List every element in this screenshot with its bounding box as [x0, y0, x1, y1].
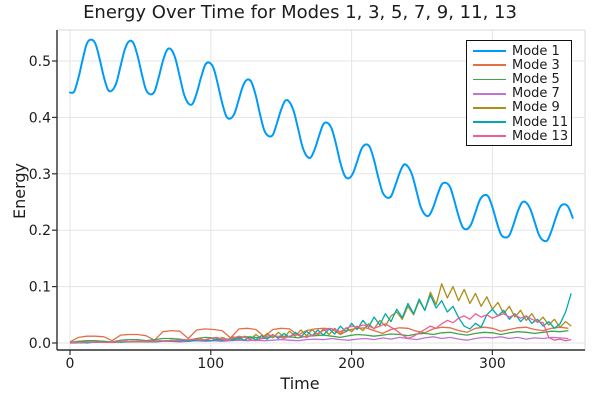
y-tick-label: 0.4 [29, 110, 51, 126]
series-line-mode-13 [69, 313, 572, 344]
legend-line-sample [473, 92, 506, 95]
y-tick-label: 0.0 [29, 336, 51, 352]
legend-entry-mode-9: Mode 9 [473, 101, 571, 115]
legend-entry-label: Mode 3 [512, 57, 560, 73]
legend-entry-mode-3: Mode 3 [473, 58, 571, 72]
legend-entry-mode-1: Mode 1 [473, 44, 571, 58]
legend-line-sample [473, 107, 506, 109]
legend-entry-label: Mode 9 [512, 100, 560, 116]
legend-entry-label: Mode 13 [512, 128, 569, 144]
legend-line-sample [473, 121, 506, 123]
legend: Mode 1 Mode 3 Mode 5 Mode 7 Mode 9 Mode 11 Mod… [466, 40, 572, 146]
legend-entry-mode-11: Mode 11 [473, 115, 571, 129]
legend-entry-mode-13: Mode 13 [473, 129, 571, 143]
series-line-mode-1 [69, 38, 574, 243]
x-axis-label: Time [280, 374, 320, 393]
x-tick-label: 100 [197, 356, 224, 372]
legend-entry-mode-5: Mode 5 [473, 72, 571, 86]
y-tick-label: 0.5 [29, 54, 51, 70]
legend-entry-label: Mode 5 [512, 71, 560, 87]
x-tick-label: 0 [66, 356, 75, 372]
plot-title: Energy Over Time for Modes 1, 3, 5, 7, 9… [83, 2, 517, 23]
y-axis-label: Energy [10, 163, 29, 220]
legend-line-sample [473, 50, 506, 52]
legend-entry-label: Mode 11 [512, 114, 569, 130]
y-tick-label: 0.2 [29, 223, 51, 239]
legend-entry-mode-7: Mode 7 [473, 87, 571, 101]
x-tick-label: 300 [479, 356, 506, 372]
legend-entry-label: Mode 7 [512, 86, 560, 102]
legend-line-sample [473, 78, 506, 81]
legend-entry-label: Mode 1 [512, 43, 560, 59]
x-tick-label: 200 [338, 356, 365, 372]
legend-line-sample [473, 64, 506, 67]
y-tick-label: 0.3 [29, 167, 51, 183]
y-tick-label: 0.1 [29, 280, 51, 296]
legend-line-sample [473, 135, 506, 138]
series-line-mode-5 [69, 329, 569, 344]
